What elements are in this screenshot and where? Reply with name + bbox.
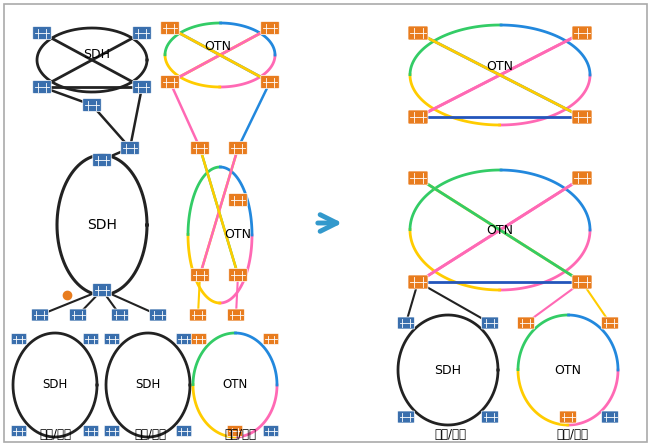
FancyBboxPatch shape [92,284,111,297]
FancyBboxPatch shape [176,425,192,437]
FancyBboxPatch shape [191,268,209,281]
Text: OTN: OTN [486,61,514,74]
FancyBboxPatch shape [572,26,592,40]
FancyBboxPatch shape [229,194,247,206]
FancyBboxPatch shape [398,411,415,423]
FancyBboxPatch shape [261,21,279,34]
Text: OTN: OTN [225,228,251,241]
FancyBboxPatch shape [150,309,167,321]
Text: OTN: OTN [204,41,232,54]
FancyBboxPatch shape [408,275,428,289]
FancyBboxPatch shape [227,425,243,437]
Text: OTN: OTN [223,379,247,392]
FancyBboxPatch shape [176,334,192,344]
FancyBboxPatch shape [92,153,111,166]
Text: 政企/金融: 政企/金融 [434,429,466,442]
FancyBboxPatch shape [31,309,49,321]
FancyBboxPatch shape [261,75,279,88]
Text: SDH: SDH [87,218,117,232]
FancyBboxPatch shape [191,334,207,344]
FancyBboxPatch shape [227,309,245,321]
FancyBboxPatch shape [104,425,120,437]
Text: 政企/金融: 政企/金融 [224,429,256,442]
Text: SDH: SDH [434,363,462,376]
FancyBboxPatch shape [70,309,87,321]
FancyBboxPatch shape [263,334,279,344]
FancyBboxPatch shape [408,26,428,40]
FancyBboxPatch shape [191,141,209,154]
FancyBboxPatch shape [408,171,428,185]
FancyBboxPatch shape [120,141,139,154]
FancyBboxPatch shape [518,317,534,329]
FancyBboxPatch shape [33,26,51,40]
FancyBboxPatch shape [572,110,592,124]
FancyBboxPatch shape [602,317,618,329]
FancyBboxPatch shape [83,425,99,437]
FancyBboxPatch shape [83,99,102,112]
FancyBboxPatch shape [572,275,592,289]
FancyBboxPatch shape [133,26,151,40]
FancyBboxPatch shape [482,411,499,423]
Text: SDH: SDH [42,379,68,392]
FancyBboxPatch shape [11,425,27,437]
FancyBboxPatch shape [482,317,499,329]
FancyBboxPatch shape [229,141,247,154]
FancyBboxPatch shape [189,309,206,321]
FancyBboxPatch shape [229,268,247,281]
Text: OTN: OTN [555,363,581,376]
Text: 政企/金融: 政企/金融 [556,429,588,442]
Text: 政企/金融: 政企/金融 [134,429,166,442]
FancyBboxPatch shape [161,21,179,34]
Text: SDH: SDH [83,49,111,62]
FancyBboxPatch shape [572,171,592,185]
FancyBboxPatch shape [133,80,151,94]
FancyBboxPatch shape [111,309,128,321]
FancyBboxPatch shape [11,334,27,344]
FancyBboxPatch shape [602,411,618,423]
FancyBboxPatch shape [83,334,99,344]
FancyBboxPatch shape [559,411,577,423]
FancyBboxPatch shape [263,425,279,437]
FancyBboxPatch shape [398,317,415,329]
FancyBboxPatch shape [33,80,51,94]
FancyBboxPatch shape [104,334,120,344]
FancyBboxPatch shape [408,110,428,124]
FancyBboxPatch shape [161,75,179,88]
Text: 政企/金融: 政企/金融 [39,429,71,442]
Text: SDH: SDH [135,379,161,392]
Text: OTN: OTN [486,223,514,236]
